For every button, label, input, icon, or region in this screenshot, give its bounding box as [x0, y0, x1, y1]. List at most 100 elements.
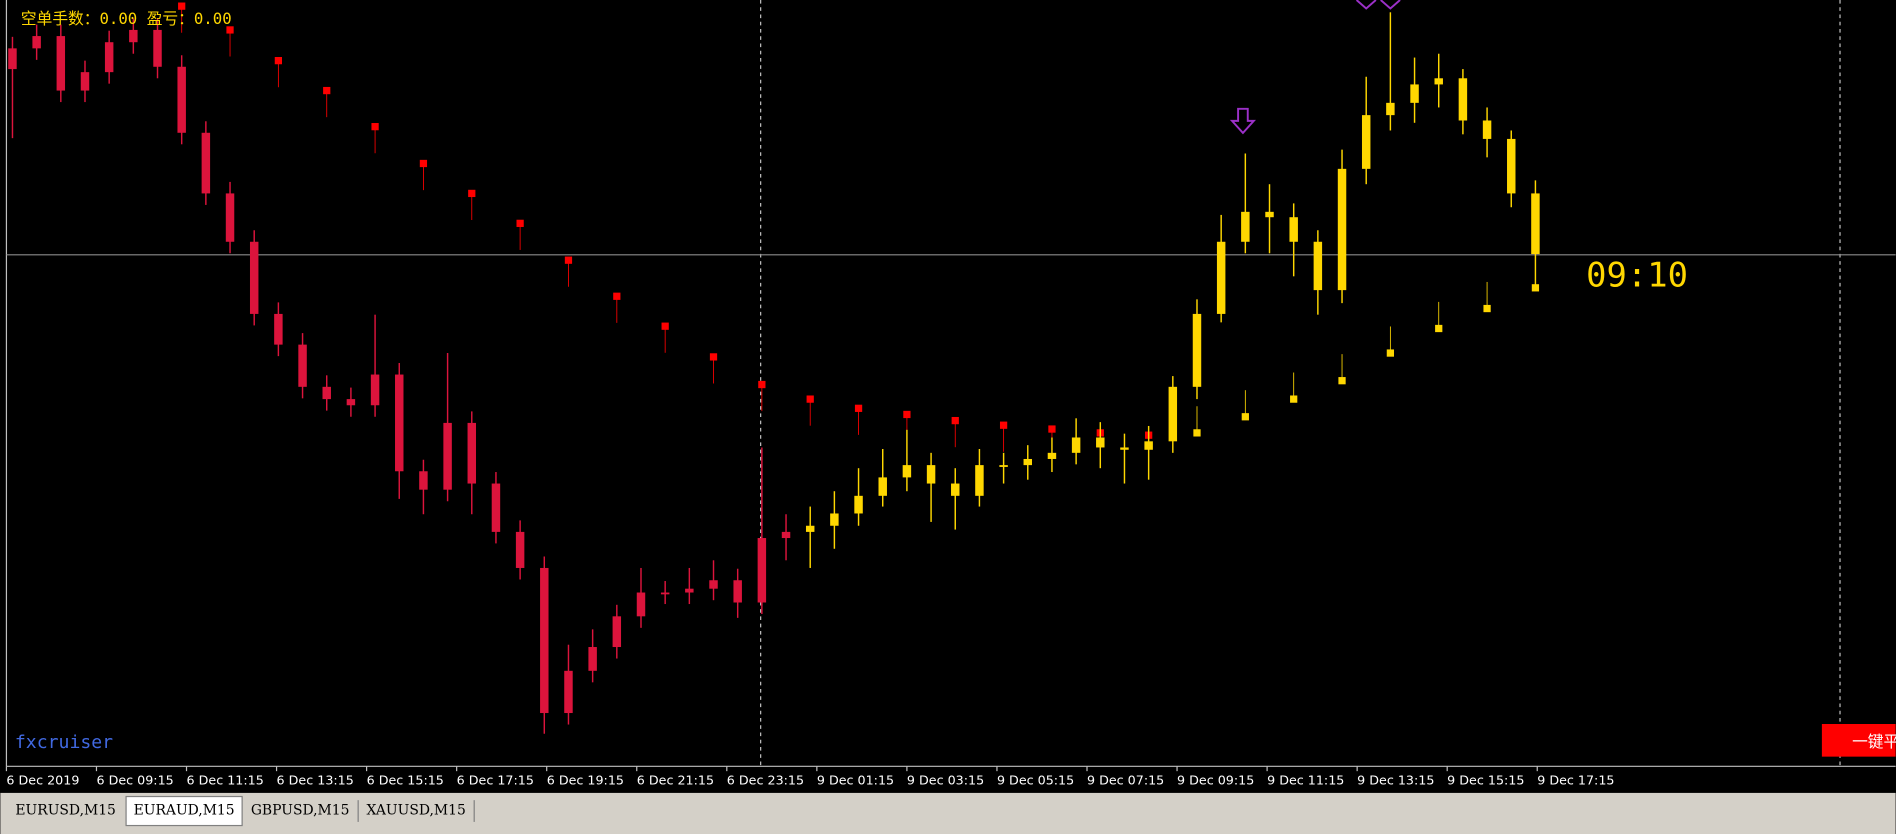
candle-body	[1410, 84, 1419, 103]
close-all-button[interactable]	[1821, 724, 1896, 757]
candle-body	[854, 495, 863, 514]
tab-label[interactable]: EURAUD,M15	[134, 803, 235, 819]
candle-body	[1023, 458, 1033, 466]
candle-body	[564, 670, 573, 714]
indicator-dot	[999, 421, 1008, 429]
tab-label[interactable]: GBPUSD,M15	[251, 803, 350, 819]
candle-body	[757, 538, 767, 603]
candle-body	[1096, 437, 1105, 448]
candle-body	[56, 36, 66, 91]
x-tick-label: 6 Dec 13:15	[277, 772, 354, 787]
indicator-dot	[419, 159, 428, 168]
x-tick-label: 9 Dec 11:15	[1267, 772, 1344, 787]
indicator-dot	[1241, 413, 1249, 421]
candle-body	[1313, 241, 1323, 291]
signal-arrow	[1355, 0, 1401, 10]
indicator-dot	[323, 86, 331, 95]
indicator-dot	[951, 416, 959, 425]
tab-label[interactable]: EURUSD,M15	[15, 803, 115, 819]
candle-body	[1168, 386, 1178, 442]
candle-body	[830, 513, 839, 526]
bar-timer: 09:10	[1586, 255, 1688, 294]
candle-body	[1216, 241, 1226, 314]
candle-body	[805, 525, 815, 532]
x-tick-label: 9 Dec 07:15	[1087, 772, 1164, 787]
indicator-dot	[1483, 304, 1491, 313]
candle-body	[1120, 447, 1129, 450]
candle-body	[177, 66, 186, 133]
candle-body	[1047, 452, 1057, 459]
candle-body	[129, 29, 138, 43]
x-tick-label: 6 Dec 15:15	[367, 772, 444, 787]
candle-body	[733, 580, 742, 603]
indicator-dot	[661, 322, 669, 330]
indicator-dot	[178, 2, 186, 10]
candle-body	[1337, 168, 1347, 291]
indicator-dot	[468, 189, 476, 198]
indicator-dot	[1193, 429, 1201, 437]
candle-body	[153, 29, 162, 67]
candle-body	[515, 531, 525, 568]
close-all-button-label[interactable]: 一键平	[1852, 732, 1896, 751]
indicator-dot	[613, 292, 621, 300]
indicator-dot	[274, 57, 283, 65]
candle-body	[1507, 138, 1516, 194]
x-tick-label: 9 Dec 13:15	[1357, 772, 1434, 787]
chart-background	[0, 0, 1895, 793]
candle-body	[1531, 193, 1540, 255]
candle-body	[612, 616, 622, 648]
indicator-dot	[516, 219, 524, 227]
x-tick-label: 6 Dec 21:15	[637, 772, 714, 787]
candle-body	[443, 422, 452, 490]
status-text: 空单手数：0.00 盈亏：0.00	[21, 9, 232, 28]
indicator-dot	[1048, 425, 1056, 433]
candle-body	[1434, 78, 1443, 85]
x-tick-label: 6 Dec 23:15	[727, 772, 804, 787]
candle-body	[201, 132, 211, 194]
plot	[6, 2, 1896, 734]
x-tick-label: 9 Dec 15:15	[1447, 772, 1524, 787]
candle-body	[1265, 211, 1274, 218]
candle-body	[636, 592, 646, 617]
candle-body	[1192, 313, 1202, 387]
x-tick-label: 9 Dec 01:15	[817, 772, 894, 787]
candle-body	[902, 465, 912, 478]
candle-body	[8, 48, 17, 70]
candle-body	[878, 477, 887, 496]
candle-body	[1071, 437, 1081, 453]
candle-body	[781, 531, 791, 539]
indicator-dot	[1338, 377, 1346, 385]
watermark: fxcruiser	[15, 732, 113, 753]
candle-body	[104, 42, 114, 73]
x-tick-label: 6 Dec 09:15	[96, 772, 173, 787]
indicator-dot	[1531, 284, 1540, 292]
indicator-dot	[1435, 324, 1443, 333]
indicator-dot	[854, 404, 863, 412]
candle-body	[32, 36, 41, 49]
indicator-dot	[226, 26, 234, 34]
candle-body	[225, 193, 235, 242]
candle-body	[999, 465, 1008, 467]
candle-body	[1289, 217, 1298, 242]
x-axis: 6 Dec 2019 6 Dec 09:15 6 Dec 11:15 6 Dec 13…	[5, 766, 1615, 787]
candle-body	[274, 313, 283, 345]
x-tick-label: 9 Dec 03:15	[907, 772, 984, 787]
candle-body	[1144, 441, 1153, 450]
candle-body	[951, 483, 960, 496]
tab-label[interactable]: XAUUSD,M15	[367, 803, 466, 819]
indicator-dot	[564, 256, 573, 264]
candle-body	[419, 471, 428, 490]
indicator-dot	[1290, 395, 1298, 403]
x-tick-label: 6 Dec 19:15	[547, 772, 624, 787]
candle-body	[370, 374, 380, 406]
indicator-dot	[758, 380, 766, 389]
candle-body	[660, 592, 670, 595]
candle-body	[1458, 78, 1468, 121]
candle-body	[1386, 102, 1395, 116]
tab-strip: EURUSD,M15 EURAUD,M15 GBPUSD,M15 XAUUSD,M15	[15, 795, 475, 827]
candle-body	[322, 386, 331, 400]
candle-body	[1361, 115, 1371, 169]
indicator-dot	[806, 395, 814, 403]
tab-active[interactable]	[125, 795, 243, 827]
